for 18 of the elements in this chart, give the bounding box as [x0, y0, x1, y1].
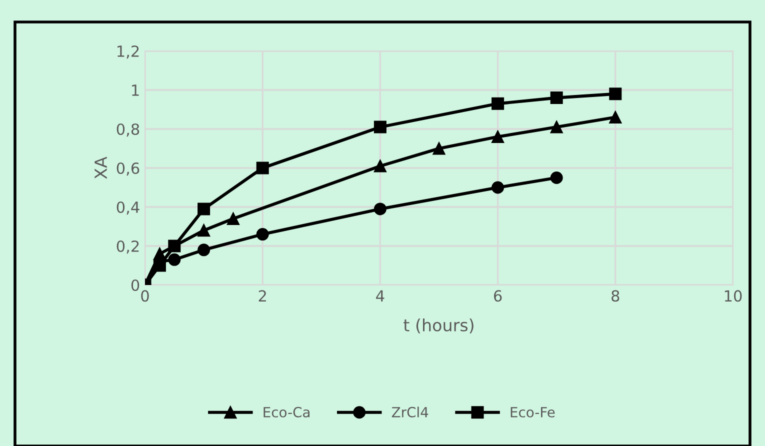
y-tick-label: 0,4 [116, 201, 140, 215]
x-tick-label: 8 [612, 290, 620, 302]
legend-label: Eco-Fe [510, 407, 555, 418]
y-tick-label: 0,8 [116, 123, 140, 137]
y-tick-label: 0,2 [116, 240, 139, 254]
x-tick-label: 4 [376, 290, 384, 302]
legend-label: ZrCl4 [392, 406, 428, 418]
x-tick-label: 0 [141, 290, 149, 302]
x-tick-label: 6 [494, 290, 502, 302]
y-tick-label: 1 [132, 84, 139, 96]
x-tick-label: 10 [724, 290, 742, 302]
y-axis-title: XA [94, 156, 107, 179]
x-axis-title: t (hours) [404, 318, 474, 334]
y-tick-label: 0,6 [116, 162, 140, 176]
x-tick-label: 2 [258, 290, 266, 302]
y-tick-label: 1,2 [118, 45, 139, 59]
y-tick-label: 0 [131, 279, 140, 292]
legend-label: Eco-Ca [264, 406, 310, 418]
